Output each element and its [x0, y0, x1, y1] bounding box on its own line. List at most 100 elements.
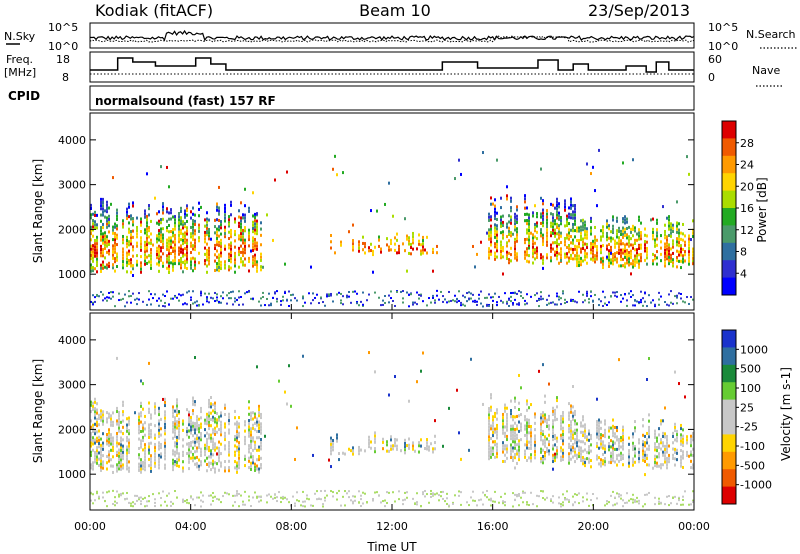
range-cell [244, 442, 246, 446]
range-cell [494, 427, 496, 431]
range-cell [258, 411, 260, 415]
range-cell [164, 422, 166, 426]
range-cell [600, 442, 602, 446]
range-cell [682, 300, 684, 303]
range-cell [672, 447, 674, 451]
range-cell [140, 248, 142, 252]
range-cell [116, 252, 118, 256]
range-cell [692, 435, 694, 439]
range-cell [616, 463, 618, 467]
time-tick-label: 00:00 [74, 520, 106, 533]
range-cell [512, 446, 514, 450]
range-cell [436, 492, 438, 495]
range-cell [548, 418, 550, 422]
range-cell [632, 158, 634, 162]
range-cell [580, 449, 582, 453]
range-cell [506, 250, 508, 254]
range-cell [570, 235, 572, 239]
range-cell [416, 501, 418, 504]
range-cell [520, 413, 522, 417]
range-cell [130, 502, 132, 505]
range-cell [668, 262, 670, 266]
range-cell [656, 439, 658, 443]
range-cell [164, 429, 166, 433]
range-cell [666, 257, 668, 261]
range-cell [208, 246, 210, 250]
range-cell [230, 213, 232, 217]
range-cell [682, 440, 684, 444]
range-cell [546, 209, 548, 213]
range-cell [256, 241, 258, 245]
range-cell [680, 297, 682, 300]
range-cell [586, 230, 588, 234]
range-cell [138, 298, 140, 301]
range-cell [488, 237, 490, 241]
range-cell [616, 438, 618, 442]
range-cell [178, 430, 180, 434]
range-cell [216, 430, 218, 434]
range-cell [258, 458, 260, 462]
range-cell [220, 427, 222, 431]
range-cell [252, 436, 254, 440]
range-cell [506, 447, 508, 451]
range-cell [584, 442, 586, 446]
range-cell [460, 491, 462, 494]
range-cell [512, 449, 514, 453]
range-cell [214, 404, 216, 408]
range-cell [496, 423, 498, 427]
range-cell [244, 251, 246, 255]
range-cell [184, 215, 186, 219]
range-cell [206, 231, 208, 235]
range-cell [248, 450, 250, 454]
range-cell [658, 452, 660, 456]
range-cell [568, 259, 570, 263]
range-cell [610, 230, 612, 234]
range-cell [122, 425, 124, 429]
range-cell [672, 239, 674, 243]
range-cell [404, 441, 406, 445]
range-cell [112, 225, 114, 229]
range-cell [620, 436, 622, 440]
range-cell [540, 428, 542, 432]
range-cell [244, 503, 246, 506]
range-cell [224, 422, 226, 426]
range-cell [568, 244, 570, 248]
range-cell [200, 435, 202, 439]
range-cell [692, 228, 694, 232]
range-cell [194, 431, 196, 435]
range-cell [358, 243, 360, 247]
range-cell [236, 423, 238, 427]
range-cell [646, 441, 648, 445]
range-cell [180, 206, 182, 210]
range-cell [144, 461, 146, 465]
range-cell [670, 502, 672, 505]
range-cell [554, 433, 556, 437]
range-cell [252, 426, 254, 430]
range-cell [102, 410, 104, 414]
range-cell [678, 497, 680, 500]
range-cell [408, 399, 410, 403]
range-cell [194, 443, 196, 447]
range-cell [218, 446, 220, 450]
range-cell [506, 444, 508, 448]
range-cell [298, 500, 300, 503]
range-cell [656, 250, 658, 254]
range-cell [570, 410, 572, 414]
range-cell [224, 263, 226, 267]
range-cell [610, 261, 612, 265]
range-cell [688, 240, 690, 244]
range-cell [94, 223, 96, 227]
range-cell [584, 429, 586, 433]
range-cell [252, 423, 254, 427]
range-cell [278, 379, 280, 383]
range-cell [154, 498, 156, 501]
range-cell [224, 219, 226, 223]
range-cell [102, 204, 104, 208]
range-cell [220, 226, 222, 230]
range-cell [100, 197, 102, 201]
range-cell [244, 464, 246, 468]
range-cell [600, 300, 602, 303]
range-cell [100, 266, 102, 270]
range-cell [122, 241, 124, 245]
range-cell [648, 444, 650, 448]
